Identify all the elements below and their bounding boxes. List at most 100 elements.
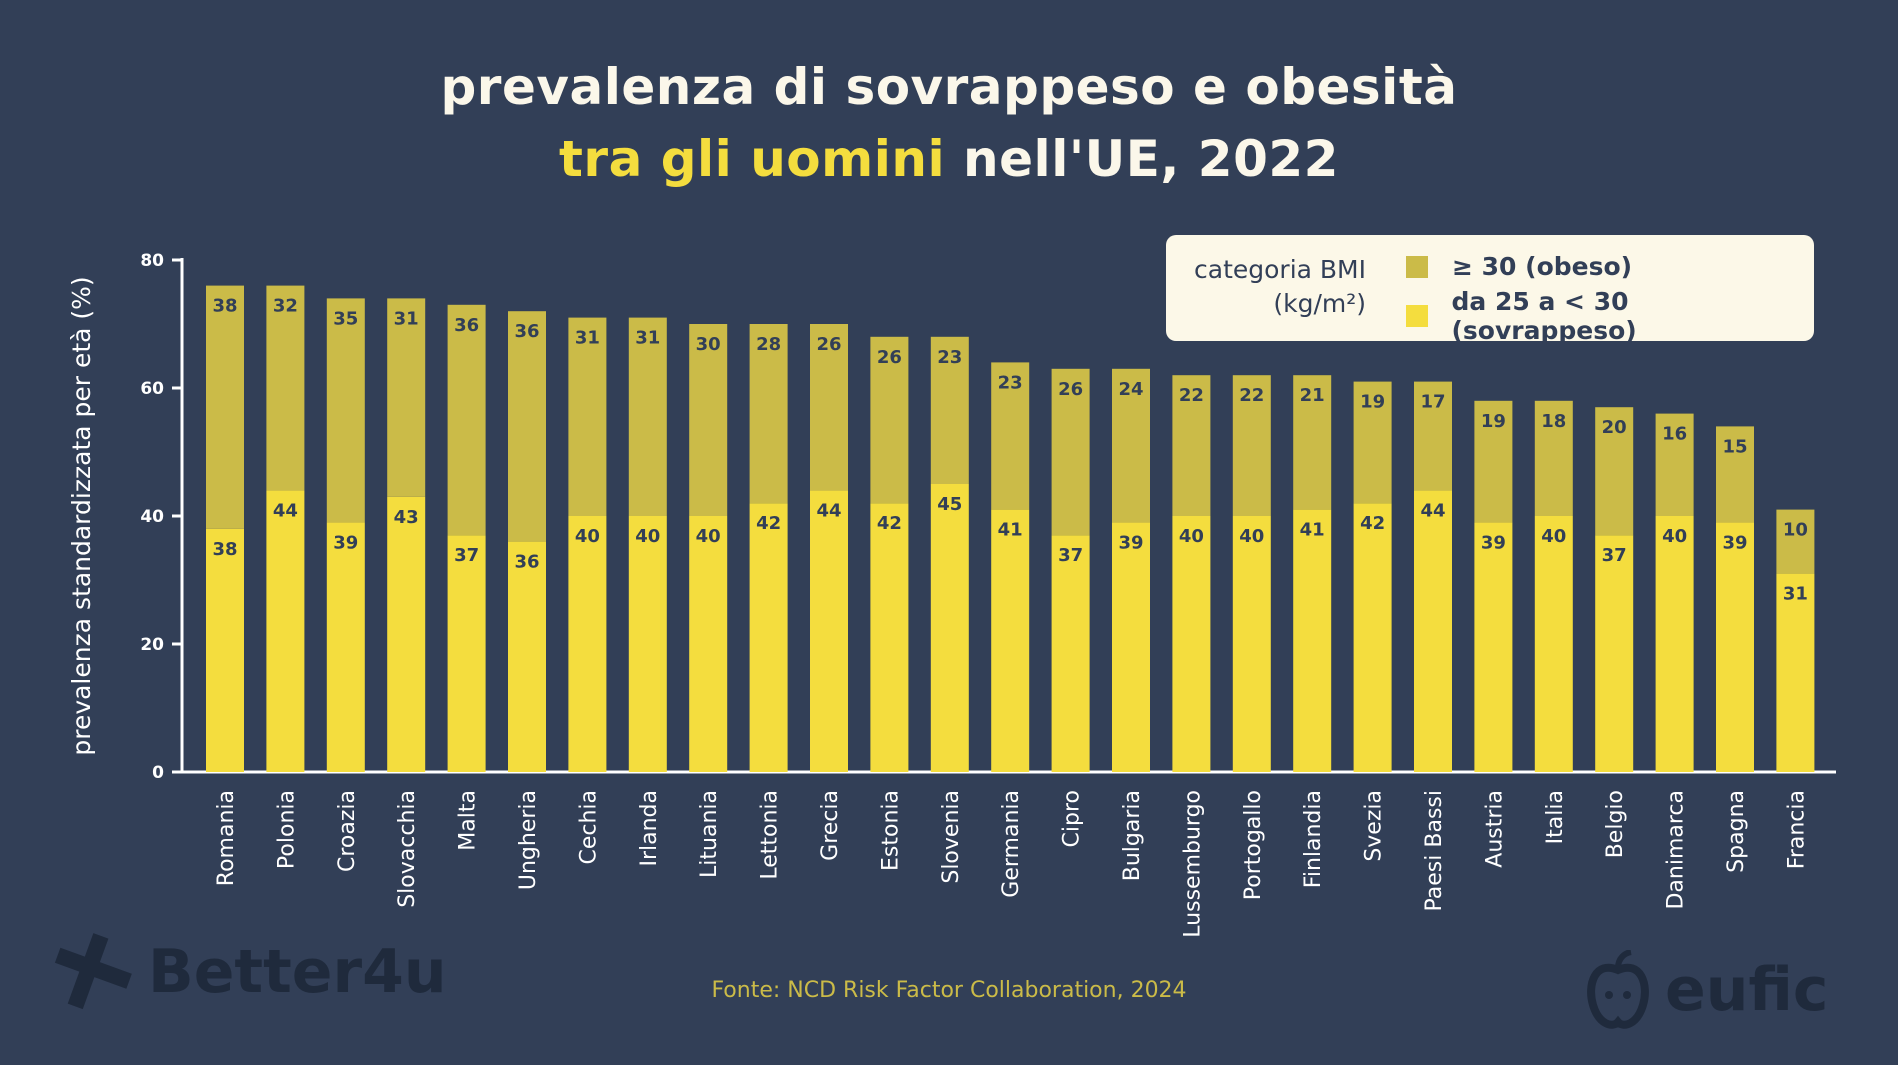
x-tick-label: Lussemburgo: [1180, 790, 1205, 938]
bar-obese: [1655, 413, 1694, 516]
bar-obese: [1172, 375, 1211, 516]
x-tick-label: Croazia: [335, 790, 360, 872]
bar-obese: [1232, 375, 1271, 516]
bar-overweight: [508, 541, 546, 772]
legend-item-obese: ≥ 30 (obeso): [1406, 252, 1632, 281]
bar-obese: [387, 298, 426, 497]
bar-label-overweight: 40: [1179, 526, 1204, 547]
bar-label-obese: 10: [1783, 520, 1808, 541]
bar-label-obese: 18: [1541, 411, 1566, 432]
bar-label-overweight: 36: [514, 552, 539, 573]
bar-label-obese: 28: [756, 334, 781, 355]
bar-label-obese: 32: [273, 296, 298, 317]
bar-label-overweight: 39: [1118, 532, 1143, 553]
bar-label-overweight: 42: [877, 513, 902, 534]
bar-label-obese: 19: [1481, 411, 1506, 432]
bar-overweight: [1172, 516, 1211, 772]
y-tick-label: 80: [140, 251, 164, 271]
x-tick-label: Danimarca: [1664, 790, 1689, 910]
bar-obese: [689, 324, 728, 516]
bar-label-overweight: 39: [1722, 532, 1747, 553]
bar-overweight: [870, 503, 909, 772]
bar-label-obese: 31: [394, 308, 419, 329]
bar-obese: [870, 336, 909, 504]
bar-overweight: [1776, 573, 1815, 772]
bar-label-obese: 36: [514, 321, 539, 342]
legend-label-obese: ≥ 30 (obeso): [1452, 252, 1633, 281]
bar-overweight: [1716, 522, 1754, 772]
title-rest: nell'UE, 2022: [945, 130, 1339, 188]
bar-obese: [1414, 381, 1452, 491]
eufic-apple-icon: [1587, 950, 1649, 1029]
eufic-logo: eufic: [1585, 950, 1828, 1030]
bar-obese: [1595, 407, 1634, 536]
eufic-logo-text: eufic: [1665, 955, 1829, 1025]
x-tick-label: Bulgaria: [1120, 790, 1145, 881]
x-tick-label: Germania: [999, 790, 1024, 898]
x-tick-label: Paesi Bassi: [1422, 790, 1447, 911]
y-tick-label: 0: [152, 763, 164, 783]
bar-overweight: [1293, 509, 1332, 772]
bar-obese: [447, 304, 486, 536]
bar-overweight: [1474, 522, 1513, 772]
x-tick-label: Finlandia: [1301, 790, 1326, 888]
x-tick-label: Italia: [1543, 790, 1568, 844]
bar-label-obese: 17: [1420, 392, 1445, 413]
bar-overweight: [568, 516, 607, 772]
bar-overweight: [1353, 503, 1392, 772]
x-tick-label: Svezia: [1362, 790, 1387, 862]
bar-label-overweight: 40: [1239, 526, 1264, 547]
bar-label-overweight: 38: [212, 539, 237, 560]
x-tick-label: Polonia: [274, 790, 299, 869]
bar-label-overweight: 44: [816, 500, 841, 521]
legend-title-line1: categoria BMI: [1194, 255, 1366, 284]
bar-label-obese: 30: [696, 334, 721, 355]
bar-overweight: [628, 516, 667, 772]
bar-label-obese: 22: [1179, 385, 1204, 406]
bar-label-obese: 31: [575, 328, 600, 349]
bar-obese: [628, 317, 667, 516]
x-tick-label: Cechia: [576, 790, 601, 865]
source-note: Fonte: NCD Risk Factor Collaboration, 20…: [711, 978, 1187, 1003]
x-tick-label: Slovenia: [939, 790, 964, 884]
x-tick-label: Estonia: [878, 790, 903, 871]
bar-label-obese: 38: [212, 296, 237, 317]
title-highlight: tra gli uomini: [559, 130, 946, 188]
bar-label-overweight: 42: [1360, 513, 1385, 534]
legend-label-overweight: da 25 a < 30 (sovrappeso): [1451, 287, 1637, 345]
bar-overweight: [387, 496, 426, 772]
bar-label-overweight: 45: [937, 494, 962, 515]
bar-label-overweight: 44: [273, 500, 298, 521]
bar-overweight: [930, 484, 969, 772]
bar-label-obese: 26: [1058, 379, 1083, 400]
bar-overweight: [1534, 516, 1573, 772]
bar-overweight: [991, 509, 1030, 772]
y-axis-label: prevalenza standardizzata per età (%): [67, 276, 96, 755]
y-tick-label: 40: [140, 507, 164, 527]
bar-label-obese: 15: [1722, 436, 1747, 457]
legend: categoria BMI (kg/m²) ≥ 30 (obeso) da 25…: [1166, 235, 1814, 345]
x-tick-label: Romania: [214, 790, 239, 886]
bar-obese: [508, 311, 546, 542]
bar-label-obese: 36: [454, 315, 479, 336]
bar-obese: [1112, 368, 1150, 523]
bar-obese: [1474, 400, 1513, 523]
bar-overweight: [326, 522, 365, 772]
bar-label-overweight: 40: [635, 526, 660, 547]
x-tick-label: Lituania: [697, 790, 722, 878]
bar-obese: [749, 324, 788, 504]
bar-overweight: [1595, 535, 1634, 772]
bar-label-overweight: 40: [696, 526, 721, 547]
bar-label-obese: 23: [998, 372, 1023, 393]
legend-title-line2: (kg/m²): [1273, 289, 1366, 318]
chart-title-line1: prevalenza di sovrappeso e obesità: [440, 58, 1458, 116]
bar-obese: [206, 285, 244, 529]
bar-label-obese: 21: [1300, 385, 1325, 406]
bar-overweight: [1232, 516, 1271, 772]
bar-label-obese: 31: [635, 328, 660, 349]
bar-label-overweight: 37: [1602, 545, 1627, 566]
bar-label-overweight: 44: [1420, 500, 1445, 521]
bar-label-overweight: 40: [1662, 526, 1687, 547]
bar-obese: [568, 317, 607, 516]
